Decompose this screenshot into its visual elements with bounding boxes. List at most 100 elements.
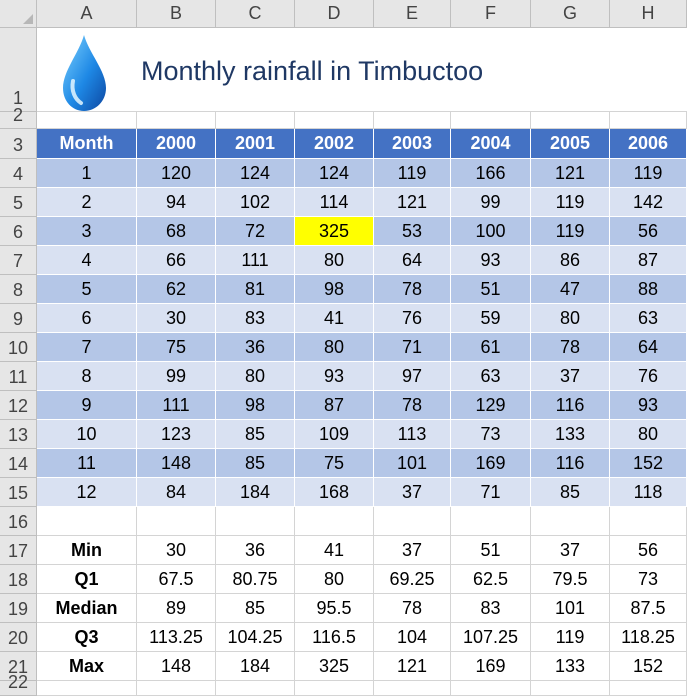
table-header-cell[interactable]: 2006 [610,129,687,159]
column-header-b[interactable]: B [137,0,216,28]
table-cell[interactable]: 30 [137,304,216,333]
cell[interactable] [531,112,610,129]
stat-cell[interactable]: 113.25 [137,623,216,652]
table-cell[interactable]: 75 [295,449,374,478]
cell[interactable] [451,112,531,129]
table-header-cell[interactable]: 2004 [451,129,531,159]
cell[interactable] [451,507,531,536]
table-cell[interactable]: 78 [374,391,451,420]
table-cell[interactable]: 169 [451,449,531,478]
cell[interactable] [451,681,531,696]
table-cell[interactable]: 5 [37,275,137,304]
stat-cell[interactable]: 79.5 [531,565,610,594]
row-header-7[interactable]: 7 [0,246,37,275]
cell[interactable] [531,507,610,536]
table-cell[interactable]: 168 [295,478,374,507]
stat-cell[interactable]: 37 [531,536,610,565]
table-cell[interactable]: 80 [295,246,374,275]
table-cell[interactable]: 98 [216,391,295,420]
cell[interactable] [37,681,137,696]
table-cell[interactable]: 119 [374,159,451,188]
table-cell[interactable]: 6 [37,304,137,333]
table-cell[interactable]: 93 [295,362,374,391]
row-header-19[interactable]: 19 [0,594,37,623]
row-header-13[interactable]: 13 [0,420,37,449]
table-cell[interactable]: 1 [37,159,137,188]
stat-cell[interactable]: 56 [610,536,687,565]
cell[interactable] [531,681,610,696]
table-cell[interactable]: 111 [216,246,295,275]
table-cell[interactable]: 129 [451,391,531,420]
table-cell[interactable]: 119 [531,188,610,217]
cell[interactable] [137,507,216,536]
table-cell[interactable]: 41 [295,304,374,333]
table-cell[interactable]: 133 [531,420,610,449]
table-cell[interactable]: 59 [451,304,531,333]
stat-cell[interactable]: 121 [374,652,451,681]
cell[interactable] [37,507,137,536]
stat-cell[interactable]: 67.5 [137,565,216,594]
column-header-c[interactable]: C [216,0,295,28]
stat-cell[interactable]: 104.25 [216,623,295,652]
table-cell[interactable]: 113 [374,420,451,449]
stat-label[interactable]: Median [37,594,137,623]
table-cell[interactable]: 84 [137,478,216,507]
select-all-corner[interactable] [0,0,37,28]
row-header-17[interactable]: 17 [0,536,37,565]
table-cell[interactable]: 76 [374,304,451,333]
table-cell[interactable]: 66 [137,246,216,275]
stat-cell[interactable]: 95.5 [295,594,374,623]
table-cell[interactable]: 102 [216,188,295,217]
stat-cell[interactable]: 169 [451,652,531,681]
table-cell[interactable]: 36 [216,333,295,362]
table-cell[interactable]: 3 [37,217,137,246]
table-cell[interactable]: 148 [137,449,216,478]
row-header-10[interactable]: 10 [0,333,37,362]
table-cell[interactable]: 120 [137,159,216,188]
table-cell[interactable]: 88 [610,275,687,304]
row-header-4[interactable]: 4 [0,159,37,188]
table-header-cell[interactable]: 2005 [531,129,610,159]
row-header-11[interactable]: 11 [0,362,37,391]
table-header-cell[interactable]: Month [37,129,137,159]
column-header-h[interactable]: H [610,0,687,28]
table-cell[interactable]: 116 [531,449,610,478]
cell[interactable] [137,112,216,129]
row-header-1[interactable]: 1 [0,28,37,112]
table-cell[interactable]: 85 [531,478,610,507]
row-header-2[interactable]: 2 [0,105,37,129]
table-cell[interactable]: 87 [610,246,687,275]
cell[interactable] [610,681,687,696]
table-cell[interactable]: 80 [531,304,610,333]
table-cell[interactable]: 99 [137,362,216,391]
stat-cell[interactable]: 89 [137,594,216,623]
table-cell[interactable]: 72 [216,217,295,246]
table-cell[interactable]: 80 [216,362,295,391]
table-cell[interactable]: 85 [216,449,295,478]
table-header-cell[interactable]: 2001 [216,129,295,159]
stat-cell[interactable]: 101 [531,594,610,623]
table-cell[interactable]: 83 [216,304,295,333]
table-cell[interactable]: 56 [610,217,687,246]
table-cell[interactable]: 119 [610,159,687,188]
table-cell[interactable]: 93 [451,246,531,275]
table-header-cell[interactable]: 2000 [137,129,216,159]
stat-cell[interactable]: 87.5 [610,594,687,623]
cell[interactable] [137,681,216,696]
table-cell[interactable]: 97 [374,362,451,391]
table-cell[interactable]: 2 [37,188,137,217]
stat-cell[interactable]: 133 [531,652,610,681]
table-cell[interactable]: 71 [374,333,451,362]
table-cell[interactable]: 61 [451,333,531,362]
cell[interactable] [216,112,295,129]
stat-cell[interactable]: 148 [137,652,216,681]
row-header-3[interactable]: 3 [0,129,37,159]
table-cell[interactable]: 101 [374,449,451,478]
column-header-a[interactable]: A [37,0,137,28]
table-cell[interactable]: 166 [451,159,531,188]
stat-cell[interactable]: 116.5 [295,623,374,652]
stat-label[interactable]: Q3 [37,623,137,652]
row-header-9[interactable]: 9 [0,304,37,333]
cell[interactable] [610,112,687,129]
cell[interactable] [216,681,295,696]
